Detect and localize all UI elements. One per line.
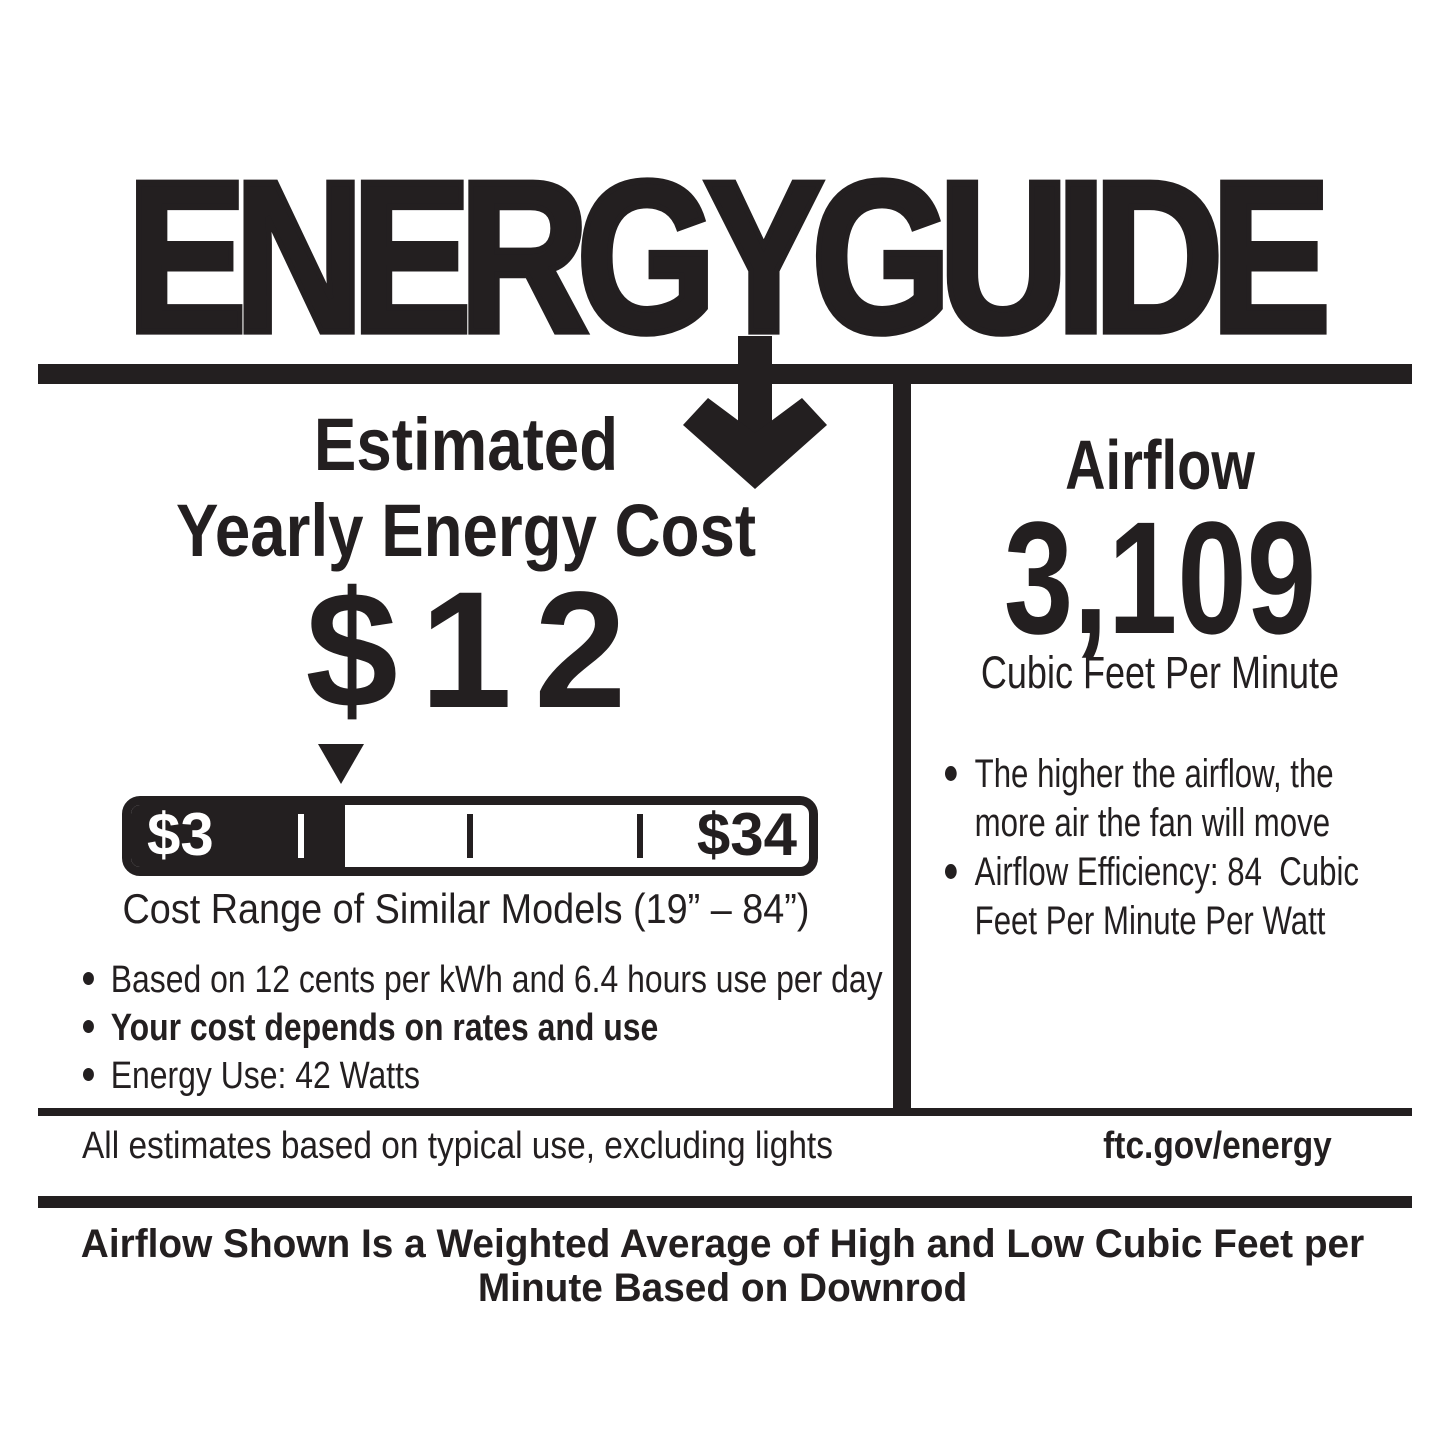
- bullet-text: more air the fan will move: [974, 801, 1331, 845]
- yearly-cost-value: $12: [305, 558, 649, 743]
- range-tick: [297, 814, 304, 858]
- footer-note: All estimates based on typical use, excl…: [82, 1125, 833, 1167]
- range-tick: [636, 814, 643, 858]
- cost-range-fill: [131, 805, 345, 867]
- list-item: Based on 12 cents per kWh and 6.4 hours …: [83, 956, 883, 1004]
- range-tick: [467, 814, 473, 858]
- cost-marker-icon: [318, 744, 364, 784]
- range-min-label: $3: [147, 801, 214, 869]
- column-divider: [893, 380, 911, 1108]
- list-item: The higher the airflow, the more air the…: [945, 750, 1359, 848]
- top-rule: [38, 364, 1412, 384]
- airflow-disclaimer: Airflow Shown Is a Weighted Average of H…: [80, 1222, 1365, 1310]
- airflow-heading: Airflow: [1065, 426, 1255, 504]
- yearly-energy-cost-heading: Yearly Energy Cost: [175, 489, 757, 572]
- list-item: Energy Use: 42 Watts: [83, 1052, 883, 1100]
- bullet-text: Your cost depends on rates and use: [110, 1007, 659, 1049]
- cost-range-bar: $3 $34: [122, 796, 818, 876]
- footer-rule: [38, 1108, 1412, 1116]
- list-item: Your cost depends on rates and use: [83, 1004, 883, 1052]
- energyguide-logo: ENERGYGUIDE: [124, 137, 1334, 378]
- airflow-unit: Cubic Feet Per Minute: [980, 647, 1340, 698]
- bullet-text: Energy Use: 42 Watts: [110, 1055, 420, 1097]
- bullet-text: Feet Per Minute Per Watt: [974, 899, 1326, 943]
- estimated-heading: Estimated: [313, 403, 619, 486]
- down-arrow-icon: [683, 336, 827, 489]
- airflow-value: 3,109: [1003, 488, 1317, 667]
- list-item: Airflow Efficiency: 84 Cubic Feet Per Mi…: [945, 848, 1359, 946]
- ftc-url: ftc.gov/energy: [1103, 1125, 1332, 1167]
- bottom-rule: [38, 1196, 1412, 1208]
- airflow-notes-list: The higher the airflow, the more air the…: [945, 750, 1359, 946]
- bullet-text: Airflow Efficiency: 84 Cubic: [974, 850, 1360, 894]
- bullet-text: Based on 12 cents per kWh and 6.4 hours …: [110, 959, 883, 1001]
- cost-notes-list: Based on 12 cents per kWh and 6.4 hours …: [83, 956, 883, 1100]
- range-max-label: $34: [696, 801, 797, 869]
- cost-range-caption: Cost Range of Similar Models (19” – 84”): [122, 885, 810, 932]
- bullet-text: The higher the airflow, the: [974, 752, 1334, 796]
